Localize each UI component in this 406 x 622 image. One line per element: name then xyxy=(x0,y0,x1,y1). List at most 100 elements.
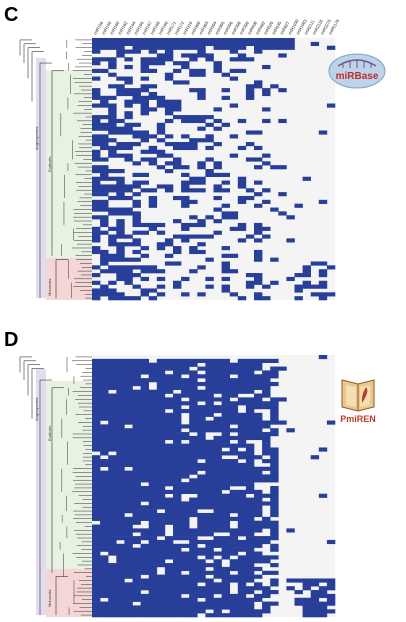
heatmap-cell xyxy=(181,455,190,460)
heatmap-cell xyxy=(262,38,271,43)
heatmap-cell xyxy=(262,493,271,498)
heatmap-cell xyxy=(92,482,101,487)
heatmap-cell xyxy=(100,555,109,560)
heatmap-cell xyxy=(245,188,255,193)
heatmap-cell xyxy=(156,222,166,228)
heatmap-cell xyxy=(92,590,101,595)
heatmap-cell xyxy=(140,447,149,452)
heatmap-cell xyxy=(221,474,230,479)
heatmap-cell xyxy=(181,370,190,375)
heatmap-cell xyxy=(140,265,149,270)
heatmap-cell xyxy=(124,145,133,151)
heatmap-cell xyxy=(245,84,255,89)
heatmap-cell xyxy=(310,605,320,610)
heatmap-cell xyxy=(140,393,149,398)
heatmap-cell xyxy=(116,126,125,131)
heatmap-cell xyxy=(148,393,158,398)
heatmap-cell xyxy=(270,563,279,568)
heatmap-cell xyxy=(286,586,295,591)
heatmap-cell xyxy=(164,424,174,429)
heatmap-cell xyxy=(197,176,206,181)
heatmap-cell xyxy=(270,570,279,575)
heatmap-cell xyxy=(181,80,190,85)
column-label: miR156 xyxy=(93,20,105,36)
heatmap-cell xyxy=(132,199,141,204)
heatmap-cell xyxy=(181,389,190,394)
heatmap-cell xyxy=(197,605,206,610)
heatmap-cell xyxy=(270,432,279,437)
heatmap-cell xyxy=(189,199,198,204)
heatmap-cell xyxy=(262,118,271,124)
heatmap-cell xyxy=(100,370,109,375)
heatmap-cell xyxy=(92,169,101,174)
heatmap-cell xyxy=(262,439,271,444)
heatmap-cell xyxy=(270,543,279,548)
heatmap-cell xyxy=(197,574,206,579)
heatmap-cell xyxy=(197,493,206,498)
heatmap-cell xyxy=(92,134,101,139)
heatmap-cell xyxy=(108,570,117,575)
heatmap-cell xyxy=(181,142,190,147)
heatmap-cell xyxy=(229,470,239,475)
heatmap-cell xyxy=(173,103,182,108)
heatmap-cell xyxy=(124,435,133,441)
heatmap-cell xyxy=(124,505,133,510)
heatmap-cell xyxy=(245,280,255,285)
heatmap-cell xyxy=(108,551,117,556)
heatmap-cell xyxy=(189,249,198,255)
heatmap-cell xyxy=(221,203,230,208)
heatmap-cell xyxy=(213,207,222,212)
heatmap-cell xyxy=(140,528,149,533)
heatmap-cell xyxy=(124,459,133,464)
heatmap-cell xyxy=(132,249,141,255)
heatmap-cell xyxy=(262,226,271,231)
heatmap-cell xyxy=(245,234,255,239)
heatmap-cell xyxy=(124,451,133,456)
heatmap-cell xyxy=(245,566,255,572)
heatmap-cell xyxy=(173,451,182,456)
heatmap-cell xyxy=(262,524,271,529)
heatmap-cell xyxy=(262,466,271,471)
heatmap-cell xyxy=(140,582,149,587)
heatmap-cell xyxy=(100,203,109,208)
heatmap-cell xyxy=(229,408,239,414)
heatmap-cell xyxy=(286,528,295,533)
heatmap-cell xyxy=(124,122,133,127)
heatmap-cell xyxy=(148,432,158,437)
heatmap-cell xyxy=(237,222,247,228)
heatmap-cell xyxy=(156,524,166,529)
heatmap-cell xyxy=(245,397,255,402)
heatmap-cell xyxy=(229,509,239,514)
heatmap-cell xyxy=(140,157,149,162)
heatmap-cell xyxy=(92,362,101,367)
heatmap-cell xyxy=(278,420,287,425)
heatmap-cell xyxy=(221,505,230,510)
heatmap-cell xyxy=(108,536,117,541)
heatmap-cell xyxy=(140,408,149,414)
heatmap-cell xyxy=(213,366,222,371)
heatmap-cell xyxy=(140,405,149,410)
heatmap-cell xyxy=(156,578,166,583)
heatmap-cell xyxy=(237,296,247,301)
heatmap-cell xyxy=(164,590,174,595)
heatmap-cell xyxy=(92,420,101,425)
heatmap-cell xyxy=(213,374,222,379)
heatmap-cell xyxy=(148,149,158,154)
heatmap-cell xyxy=(92,424,101,429)
heatmap-cell xyxy=(286,238,295,243)
heatmap-cell xyxy=(229,578,239,583)
heatmap-cell xyxy=(132,203,141,208)
heatmap-cell xyxy=(181,393,190,398)
heatmap-cell xyxy=(156,424,166,429)
heatmap-cell xyxy=(173,261,182,266)
heatmap-cell xyxy=(254,80,263,85)
heatmap-cell xyxy=(189,447,198,452)
heatmap-cell xyxy=(108,432,117,437)
heatmap-cell xyxy=(197,138,206,143)
heatmap-cell xyxy=(221,374,230,379)
heatmap-cell xyxy=(148,447,158,452)
heatmap-cell xyxy=(213,428,222,433)
heatmap-cell xyxy=(116,563,125,568)
heatmap-cell xyxy=(156,551,166,556)
heatmap-cell xyxy=(197,115,206,120)
